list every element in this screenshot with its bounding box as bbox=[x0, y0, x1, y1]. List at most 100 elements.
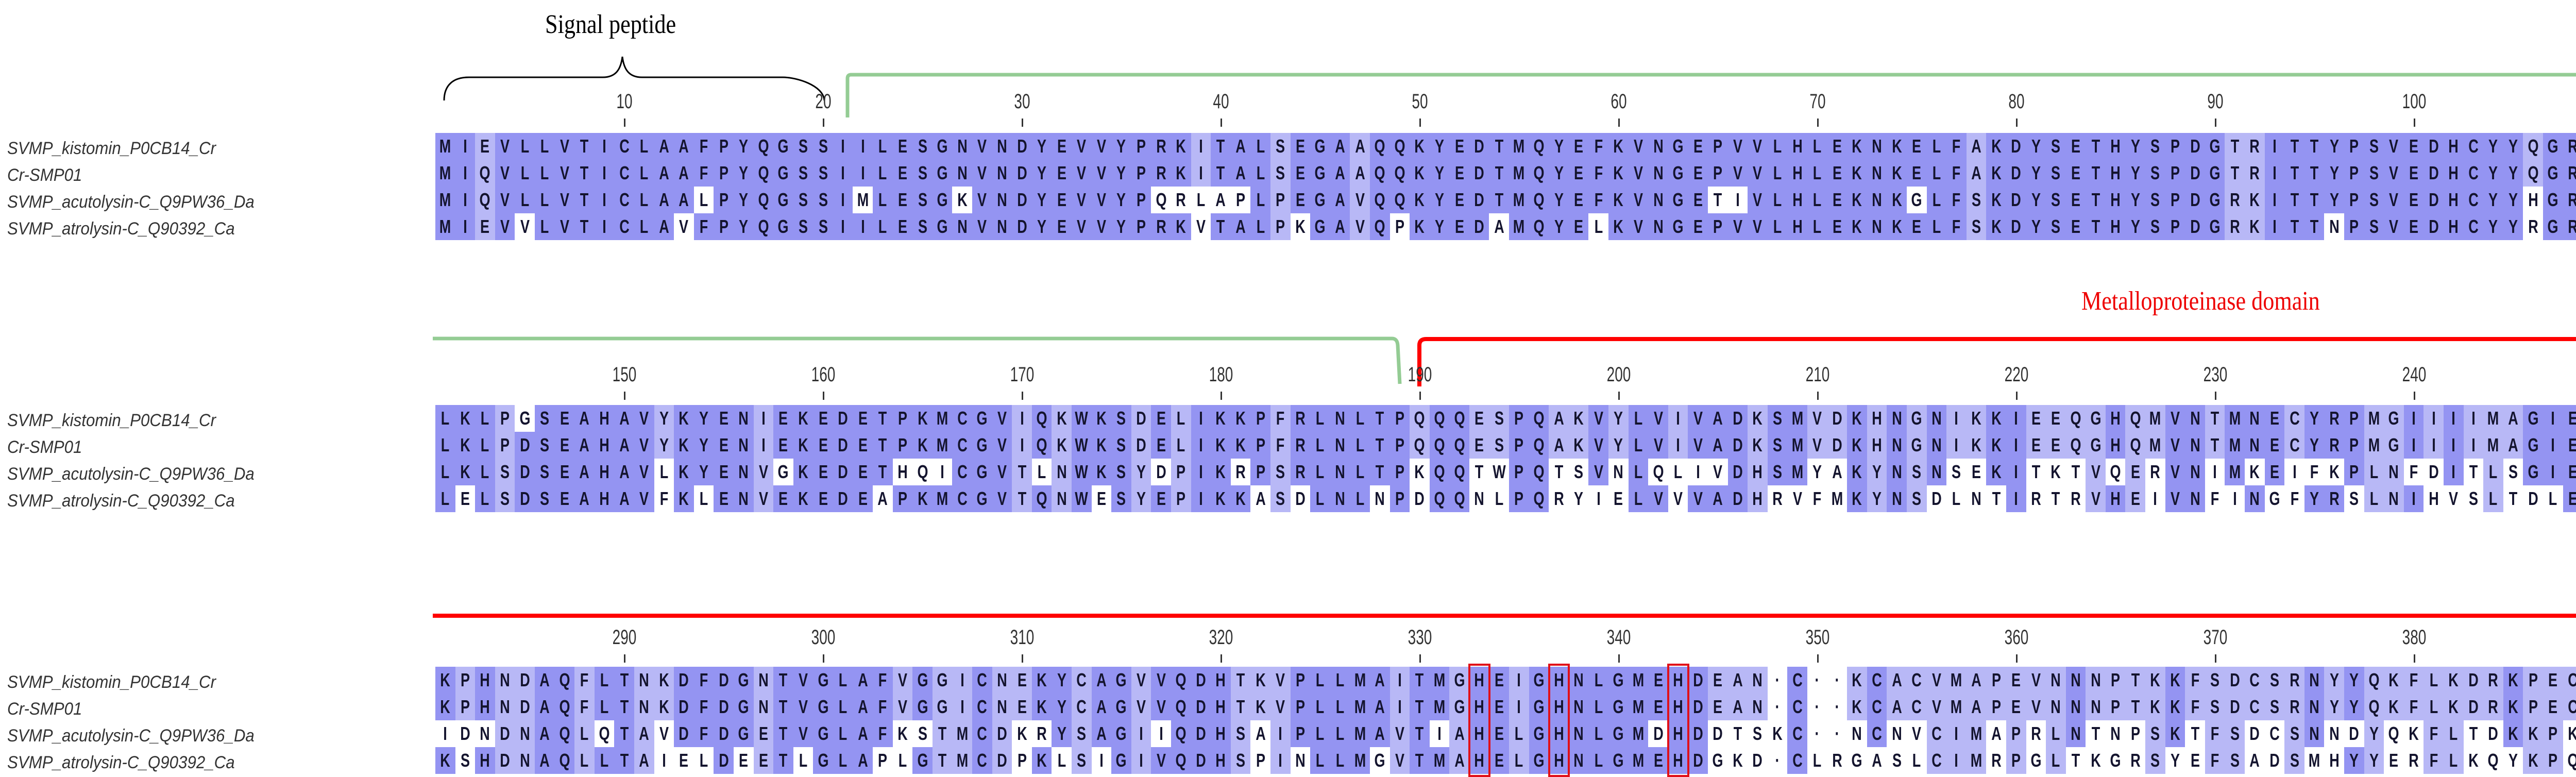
ruler-tick-mark bbox=[822, 119, 824, 127]
residue: A bbox=[2503, 405, 2523, 432]
residue: P bbox=[714, 187, 734, 213]
residue: T bbox=[932, 720, 953, 747]
residue: V bbox=[1628, 160, 1649, 187]
residue: V bbox=[1072, 213, 1092, 240]
residue: P bbox=[2165, 187, 2185, 213]
residue: V bbox=[2086, 485, 2106, 512]
residue: S bbox=[813, 187, 833, 213]
residue: L bbox=[634, 133, 654, 160]
residue: T bbox=[574, 187, 595, 213]
residue: Q bbox=[1151, 187, 1171, 213]
residue: H bbox=[2443, 213, 2464, 240]
residue: L bbox=[1310, 720, 1330, 747]
residue: F bbox=[2304, 459, 2325, 485]
residue: I bbox=[455, 213, 476, 240]
residue: I bbox=[2424, 405, 2444, 432]
residue: C bbox=[1787, 667, 1807, 694]
residue: D bbox=[674, 694, 694, 720]
residue: A bbox=[1867, 747, 1887, 774]
residue: R bbox=[2563, 133, 2576, 160]
residue: S bbox=[1230, 747, 1251, 774]
residue: E bbox=[1648, 747, 1668, 774]
residue: A bbox=[614, 459, 634, 485]
ruler-tick-mark bbox=[1021, 654, 1023, 663]
alignment-block-1: Signal peptide 1020304050607080901001101… bbox=[0, 0, 2576, 258]
residue: A bbox=[1827, 459, 1848, 485]
residue: E bbox=[2543, 694, 2563, 720]
metalloproteinase-bracket-line bbox=[1417, 337, 2576, 386]
residue: A bbox=[853, 667, 873, 694]
residue: L bbox=[1946, 485, 1967, 512]
residue: H bbox=[1549, 720, 1569, 747]
residue: M bbox=[2225, 459, 2245, 485]
residue: L bbox=[1628, 459, 1649, 485]
residue: N bbox=[1568, 720, 1589, 747]
residue: N bbox=[1847, 720, 1867, 747]
residue: A bbox=[1350, 133, 1370, 160]
residue: K bbox=[674, 485, 694, 512]
residue: Y bbox=[2324, 160, 2344, 187]
residue: L bbox=[873, 187, 893, 213]
residue: V bbox=[2086, 459, 2106, 485]
residue: K bbox=[674, 459, 694, 485]
residue: E bbox=[2403, 213, 2424, 240]
residue: S bbox=[912, 160, 933, 187]
residue: F bbox=[2185, 694, 2205, 720]
sequence-name: SVMP_kistomin_P0CB14_Cr bbox=[7, 672, 216, 692]
residue: I bbox=[833, 213, 853, 240]
residue: G bbox=[1111, 747, 1131, 774]
residue: S bbox=[2463, 485, 2484, 512]
residue: V bbox=[1748, 160, 1768, 187]
residue: K bbox=[1847, 432, 1867, 459]
residue: E bbox=[773, 485, 793, 512]
residue: V bbox=[634, 432, 654, 459]
residue: Y bbox=[1052, 720, 1072, 747]
residue: L bbox=[515, 187, 535, 213]
residue: I bbox=[2284, 459, 2304, 485]
residue: R bbox=[1290, 459, 1311, 485]
residue: C bbox=[972, 667, 992, 694]
residue: F bbox=[1946, 213, 1967, 240]
residue: S bbox=[813, 160, 833, 187]
signal-peptide-label: Signal peptide bbox=[545, 10, 676, 39]
residue: E bbox=[1290, 160, 1311, 187]
residue: S bbox=[793, 133, 814, 160]
residue: T bbox=[773, 747, 793, 774]
residue: A bbox=[1966, 667, 1987, 694]
residue: E bbox=[853, 485, 873, 512]
residue: S bbox=[1111, 405, 1131, 432]
residue: Y bbox=[2304, 485, 2325, 512]
ruler-tick-mark bbox=[1021, 119, 1023, 127]
residue: A bbox=[853, 747, 873, 774]
residue: H bbox=[594, 485, 615, 512]
residue: Y bbox=[2125, 133, 2146, 160]
residue: V bbox=[1748, 187, 1768, 213]
residue: T bbox=[1469, 459, 1489, 485]
residue: Y bbox=[1111, 160, 1131, 187]
residue: P bbox=[1171, 485, 1191, 512]
residue: V bbox=[2384, 213, 2404, 240]
residue: · bbox=[1807, 694, 1827, 720]
residue: S bbox=[2145, 720, 2165, 747]
ruler-tick-mark bbox=[2015, 392, 2018, 400]
residue: P bbox=[455, 694, 476, 720]
residue: D bbox=[2185, 187, 2205, 213]
residue: N bbox=[515, 747, 535, 774]
residue: W bbox=[1072, 405, 1092, 432]
residue: S bbox=[1111, 459, 1131, 485]
ruler-tick-number: 230 bbox=[2203, 363, 2228, 386]
residue: L bbox=[1350, 432, 1370, 459]
residue: C bbox=[614, 187, 634, 213]
residue: D bbox=[1191, 694, 1211, 720]
residue: K bbox=[1410, 133, 1430, 160]
sequence-name: SVMP_acutolysin-C_Q9PW36_Da bbox=[7, 192, 255, 212]
zinc-binding-histidine-box bbox=[1468, 664, 1490, 777]
residue: F bbox=[1807, 485, 1827, 512]
residue: E bbox=[554, 405, 575, 432]
residue: Y bbox=[1568, 485, 1589, 512]
residue: V bbox=[1748, 213, 1768, 240]
residue: E bbox=[1827, 213, 1848, 240]
residue: K bbox=[1847, 160, 1867, 187]
residue: S bbox=[2145, 213, 2165, 240]
residue: P bbox=[1012, 747, 1032, 774]
